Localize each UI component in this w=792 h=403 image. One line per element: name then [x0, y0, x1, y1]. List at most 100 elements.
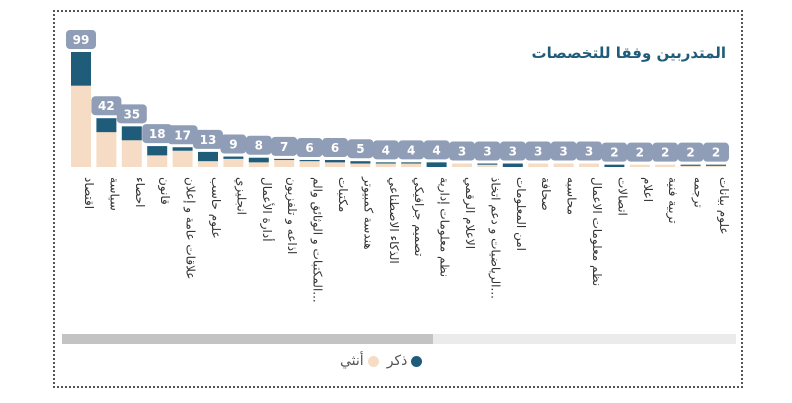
chart-frame	[53, 10, 743, 388]
bar-female[interactable]	[299, 161, 320, 167]
bar-female[interactable]	[375, 163, 396, 167]
category-label: انجليزي	[233, 177, 248, 215]
bar-male[interactable]	[198, 151, 218, 162]
bar-male[interactable]	[477, 163, 498, 165]
data-label: 3	[458, 145, 466, 159]
data-label: 35	[123, 107, 140, 121]
data-label-badge	[220, 134, 247, 154]
category-label: قانون	[157, 177, 172, 205]
scrollbar-thumb[interactable]	[62, 334, 433, 344]
bar-female[interactable]	[96, 132, 117, 167]
category-label: اذاعه و تلفزيون	[284, 177, 299, 254]
bar-male[interactable]	[350, 161, 371, 164]
data-label: 3	[534, 145, 542, 159]
data-label: 5	[356, 142, 364, 156]
bar-female[interactable]	[655, 164, 676, 167]
data-label: 4	[432, 143, 440, 157]
data-label-badge	[66, 30, 96, 49]
bar-female[interactable]	[248, 162, 269, 167]
bar-female[interactable]	[350, 163, 371, 167]
bar-female[interactable]	[477, 164, 498, 167]
bar-female[interactable]	[325, 162, 345, 167]
data-label: 7	[280, 140, 288, 154]
chart-title: المتدربين وفقا للتخصصات	[531, 44, 726, 62]
bar-female[interactable]	[528, 163, 549, 167]
bar-male[interactable]	[223, 156, 244, 159]
data-label: 3	[509, 145, 517, 159]
bar-male[interactable]	[502, 163, 523, 167]
bar-male[interactable]	[375, 162, 396, 164]
category-label: الاعلام الرقمي	[462, 177, 477, 249]
bar-female[interactable]	[198, 161, 218, 167]
bar-male[interactable]	[147, 146, 168, 156]
bar-female[interactable]	[553, 163, 574, 167]
data-label-badge	[677, 142, 704, 162]
data-label-badge	[193, 129, 223, 149]
bar-male[interactable]	[325, 160, 345, 163]
bar-male[interactable]	[274, 158, 295, 161]
data-label-badge	[116, 104, 147, 124]
data-label-badge	[423, 140, 450, 160]
bar-male[interactable]	[248, 157, 269, 163]
data-label-badge	[449, 141, 475, 161]
category-label: احصاء	[133, 177, 147, 207]
bar-female[interactable]	[706, 165, 726, 167]
bar-male[interactable]	[604, 164, 625, 167]
data-label-badge	[525, 141, 552, 161]
bar-male[interactable]	[172, 147, 193, 151]
bar-male[interactable]	[706, 164, 726, 166]
legend-male-label: ذكر	[386, 353, 408, 369]
data-label: 6	[305, 141, 313, 155]
bar-female[interactable]	[579, 163, 599, 167]
bar-female[interactable]	[223, 158, 244, 167]
legend-female-label: أنثي	[340, 353, 364, 369]
data-label-badge	[398, 140, 425, 160]
bar-female[interactable]	[172, 150, 193, 167]
bar-female[interactable]	[121, 140, 142, 167]
bar-female[interactable]	[401, 163, 422, 167]
data-label: 13	[200, 133, 217, 147]
bar-male[interactable]	[71, 52, 91, 86]
category-label: صحافة	[539, 177, 553, 211]
data-label: 99	[73, 33, 90, 47]
data-label: 42	[98, 99, 115, 113]
bar-female[interactable]	[629, 164, 650, 167]
data-label: 17	[174, 128, 191, 142]
data-label-badge	[626, 142, 653, 162]
data-label-badge	[245, 135, 272, 155]
legend-female-swatch	[367, 355, 379, 367]
data-label: 3	[559, 145, 567, 159]
category-label: اقتصاد	[82, 177, 96, 209]
bar-male[interactable]	[680, 164, 701, 166]
bar-female[interactable]	[147, 155, 168, 167]
category-label: علوم بيانات	[716, 177, 731, 235]
data-label: 3	[585, 145, 593, 159]
data-label-badge	[576, 141, 602, 161]
data-label: 3	[483, 145, 491, 159]
category-label: علوم حاسب	[208, 177, 223, 239]
bar-female[interactable]	[680, 165, 701, 167]
data-label: 2	[636, 146, 644, 160]
bar-male[interactable]	[401, 162, 422, 164]
bar-female[interactable]	[274, 160, 295, 167]
data-label-badge	[499, 141, 526, 161]
category-label: مكتبات	[336, 177, 350, 212]
bar-male[interactable]	[299, 160, 320, 162]
bar-male[interactable]	[121, 126, 142, 141]
data-label-badge	[167, 125, 198, 145]
data-label-badge	[347, 139, 374, 159]
legend-male-swatch	[411, 355, 423, 367]
category-label: اتصالات	[615, 177, 629, 216]
chart-legend: ذكر أنثي	[340, 353, 423, 369]
bar-male[interactable]	[426, 162, 447, 167]
bar-male[interactable]	[96, 118, 117, 133]
bar-female[interactable]	[71, 85, 91, 167]
data-label-badge	[271, 136, 298, 156]
category-label: ترجمه	[691, 177, 706, 208]
bar-female[interactable]	[452, 163, 472, 167]
category-label: سياسة	[107, 177, 121, 211]
data-label: 2	[610, 146, 618, 160]
data-label: 2	[686, 146, 694, 160]
category-label: اعلام	[641, 177, 655, 202]
